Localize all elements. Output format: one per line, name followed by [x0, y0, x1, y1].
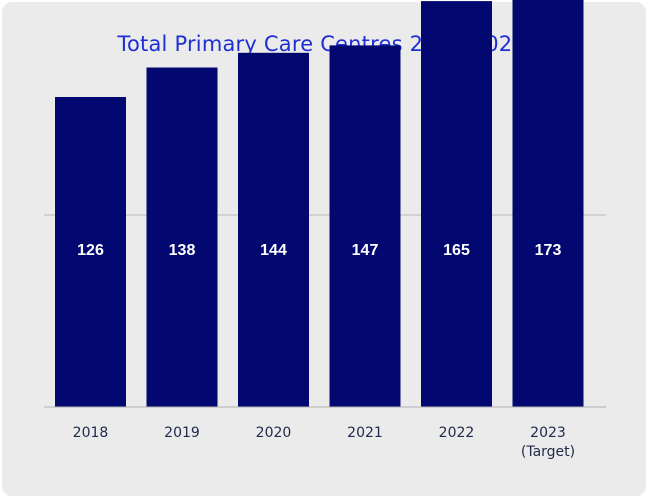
x-tick-label: 2020: [256, 425, 292, 441]
bar-2023: [512, 0, 584, 408]
bar-value-label: 165: [443, 242, 470, 259]
x-tick-label: 2018: [73, 425, 109, 441]
x-tick-sublabel: (Target): [521, 444, 575, 460]
bar-value-label: 147: [352, 242, 379, 259]
bar-value-label: 138: [169, 242, 196, 259]
x-tick-label: 2023: [530, 425, 566, 441]
bar-2018: [55, 97, 126, 407]
x-tick-label: 2022: [439, 425, 475, 441]
bar-value-label: 144: [260, 242, 287, 259]
bar-2019: [146, 67, 218, 407]
bar-2020: [238, 52, 309, 408]
bars-group: 126 138 144 147 165 173: [55, 0, 584, 408]
x-tick-label: 2019: [164, 425, 200, 441]
bar-2021: [329, 45, 401, 408]
bar-value-label: 173: [535, 242, 562, 259]
bar-value-label: 126: [77, 242, 104, 259]
bar-2022: [421, 1, 492, 407]
x-tick-label: 2021: [347, 425, 383, 441]
x-tick-labels: 2018 2019 2020 2021 2022 2023 (Target): [73, 425, 575, 460]
